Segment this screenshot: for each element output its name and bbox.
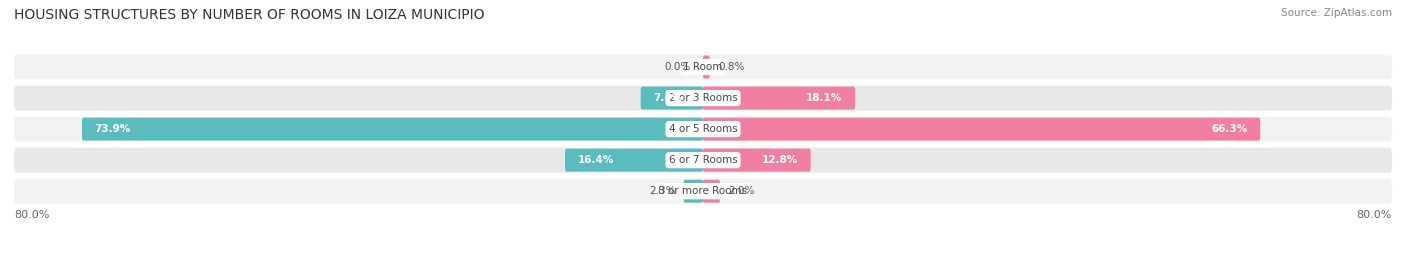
Text: 66.3%: 66.3%: [1211, 124, 1247, 134]
FancyBboxPatch shape: [14, 148, 1392, 173]
Text: 2.0%: 2.0%: [728, 186, 755, 196]
Text: 8 or more Rooms: 8 or more Rooms: [658, 186, 748, 196]
FancyBboxPatch shape: [683, 180, 703, 203]
FancyBboxPatch shape: [82, 118, 703, 141]
FancyBboxPatch shape: [703, 87, 855, 109]
FancyBboxPatch shape: [14, 55, 1392, 79]
Text: 80.0%: 80.0%: [1357, 210, 1392, 220]
Text: 73.9%: 73.9%: [94, 124, 131, 134]
Text: Source: ZipAtlas.com: Source: ZipAtlas.com: [1281, 8, 1392, 18]
FancyBboxPatch shape: [565, 149, 703, 172]
FancyBboxPatch shape: [703, 149, 811, 172]
FancyBboxPatch shape: [14, 179, 1392, 204]
Text: 0.0%: 0.0%: [664, 62, 690, 72]
FancyBboxPatch shape: [14, 86, 1392, 111]
Text: 80.0%: 80.0%: [14, 210, 49, 220]
Text: 2 or 3 Rooms: 2 or 3 Rooms: [669, 93, 737, 103]
Text: 0.8%: 0.8%: [718, 62, 745, 72]
Text: 2.3%: 2.3%: [648, 186, 675, 196]
FancyBboxPatch shape: [703, 180, 720, 203]
FancyBboxPatch shape: [14, 117, 1392, 141]
Text: HOUSING STRUCTURES BY NUMBER OF ROOMS IN LOIZA MUNICIPIO: HOUSING STRUCTURES BY NUMBER OF ROOMS IN…: [14, 8, 485, 22]
Text: 7.4%: 7.4%: [654, 93, 683, 103]
Text: 6 or 7 Rooms: 6 or 7 Rooms: [669, 155, 737, 165]
Text: 4 or 5 Rooms: 4 or 5 Rooms: [669, 124, 737, 134]
Text: 18.1%: 18.1%: [806, 93, 842, 103]
Text: 16.4%: 16.4%: [578, 155, 614, 165]
FancyBboxPatch shape: [641, 87, 703, 109]
Text: 1 Room: 1 Room: [683, 62, 723, 72]
FancyBboxPatch shape: [703, 56, 710, 79]
Text: 12.8%: 12.8%: [762, 155, 799, 165]
FancyBboxPatch shape: [703, 118, 1260, 141]
